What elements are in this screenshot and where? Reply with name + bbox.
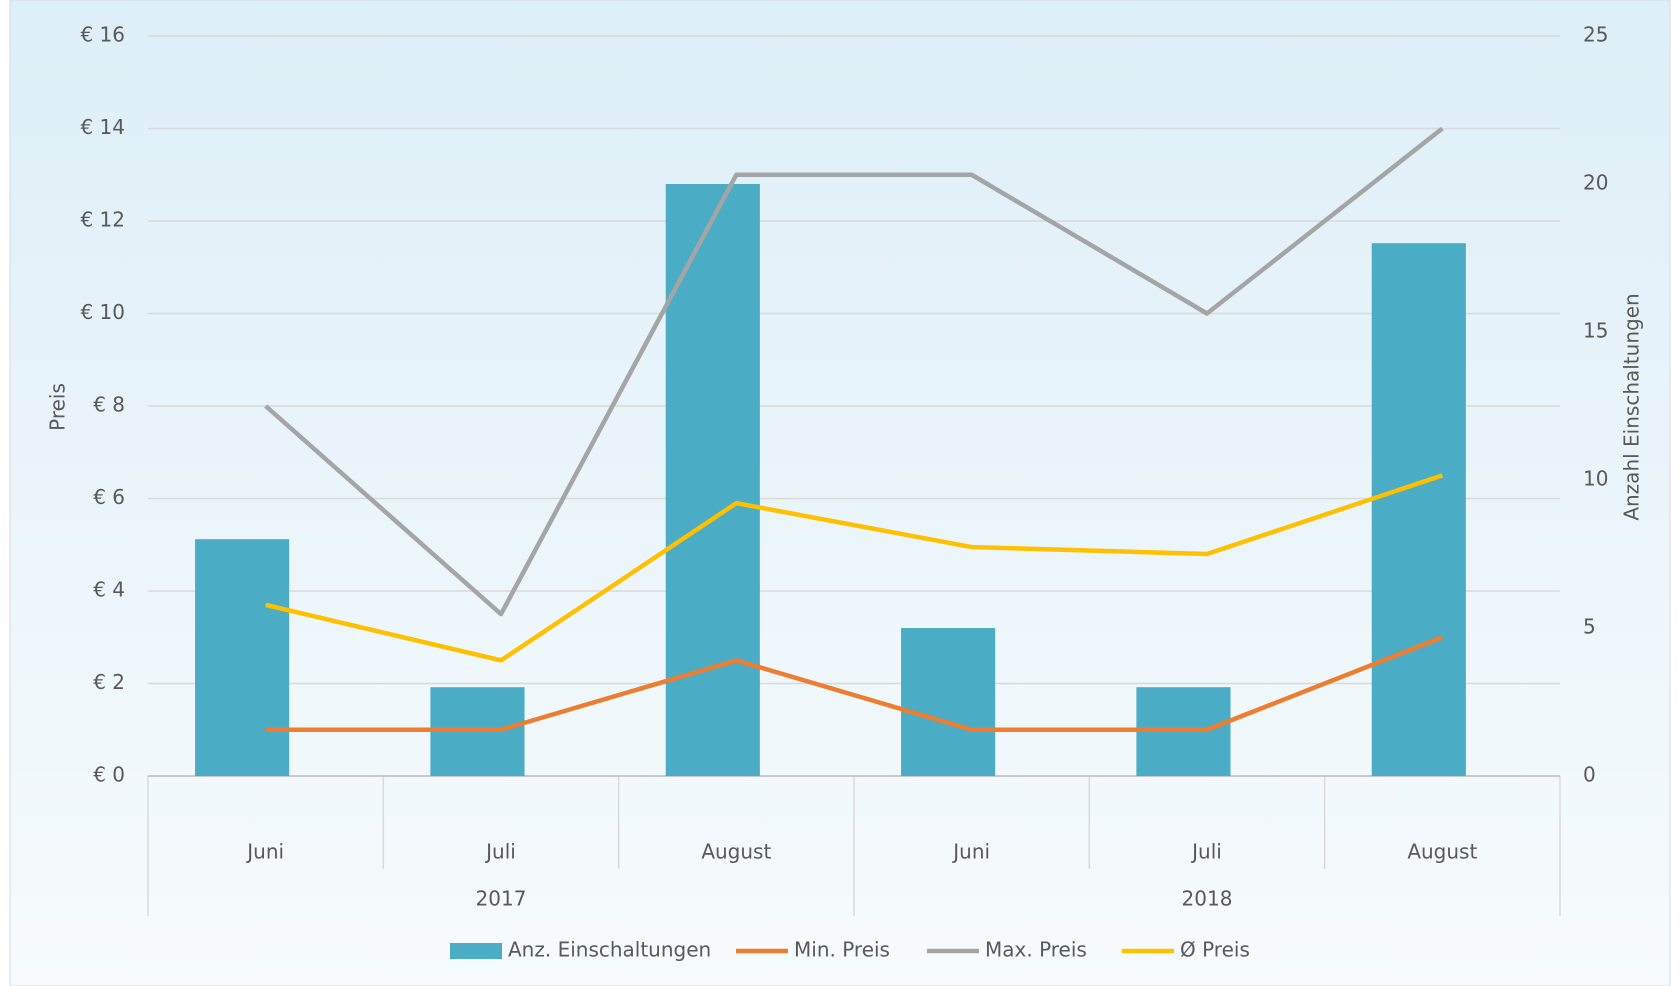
legend-label: Anz. Einschaltungen (508, 938, 711, 962)
x-group-label: 2017 (476, 887, 527, 911)
legend-swatch (450, 943, 502, 959)
y2-tick-label: 20 (1583, 171, 1608, 195)
legend-label: Min. Preis (794, 938, 890, 962)
y-tick-label: € 8 (93, 393, 125, 417)
bar (665, 184, 760, 776)
y-tick-label: € 14 (80, 115, 125, 139)
x-tick-label: Juli (484, 840, 516, 864)
bar (195, 539, 290, 776)
bar (1371, 243, 1466, 776)
x-tick-label: August (701, 840, 771, 864)
line-series (265, 635, 1444, 732)
y-tick-label: € 0 (93, 763, 125, 787)
y-tick-label: € 4 (93, 578, 125, 602)
x-tick-label: Juli (1190, 840, 1222, 864)
y2-axis-title: Anzahl Einschaltungen (1620, 293, 1644, 520)
legend-label: Ø Preis (1180, 938, 1250, 962)
y-axis-title: Preis (46, 383, 70, 431)
y-tick-label: € 12 (80, 208, 125, 232)
bar (901, 628, 996, 776)
y2-tick-label: 5 (1583, 615, 1596, 639)
x-tick-label: August (1407, 840, 1477, 864)
y2-tick-label: 0 (1583, 763, 1596, 787)
y-tick-label: € 6 (93, 485, 125, 509)
x-group-label: 2018 (1182, 887, 1233, 911)
legend-label: Max. Preis (985, 938, 1087, 962)
line-series (265, 473, 1444, 663)
x-tick-label: Juni (951, 840, 990, 864)
y2-tick-label: 15 (1583, 319, 1608, 343)
line-series (264, 126, 1444, 617)
y-tick-label: € 16 (80, 23, 125, 47)
y-tick-label: € 10 (80, 300, 125, 324)
y-tick-label: € 2 (93, 670, 125, 694)
x-tick-label: Juni (245, 840, 284, 864)
y2-tick-label: 25 (1583, 23, 1608, 47)
y2-tick-label: 10 (1583, 467, 1608, 491)
